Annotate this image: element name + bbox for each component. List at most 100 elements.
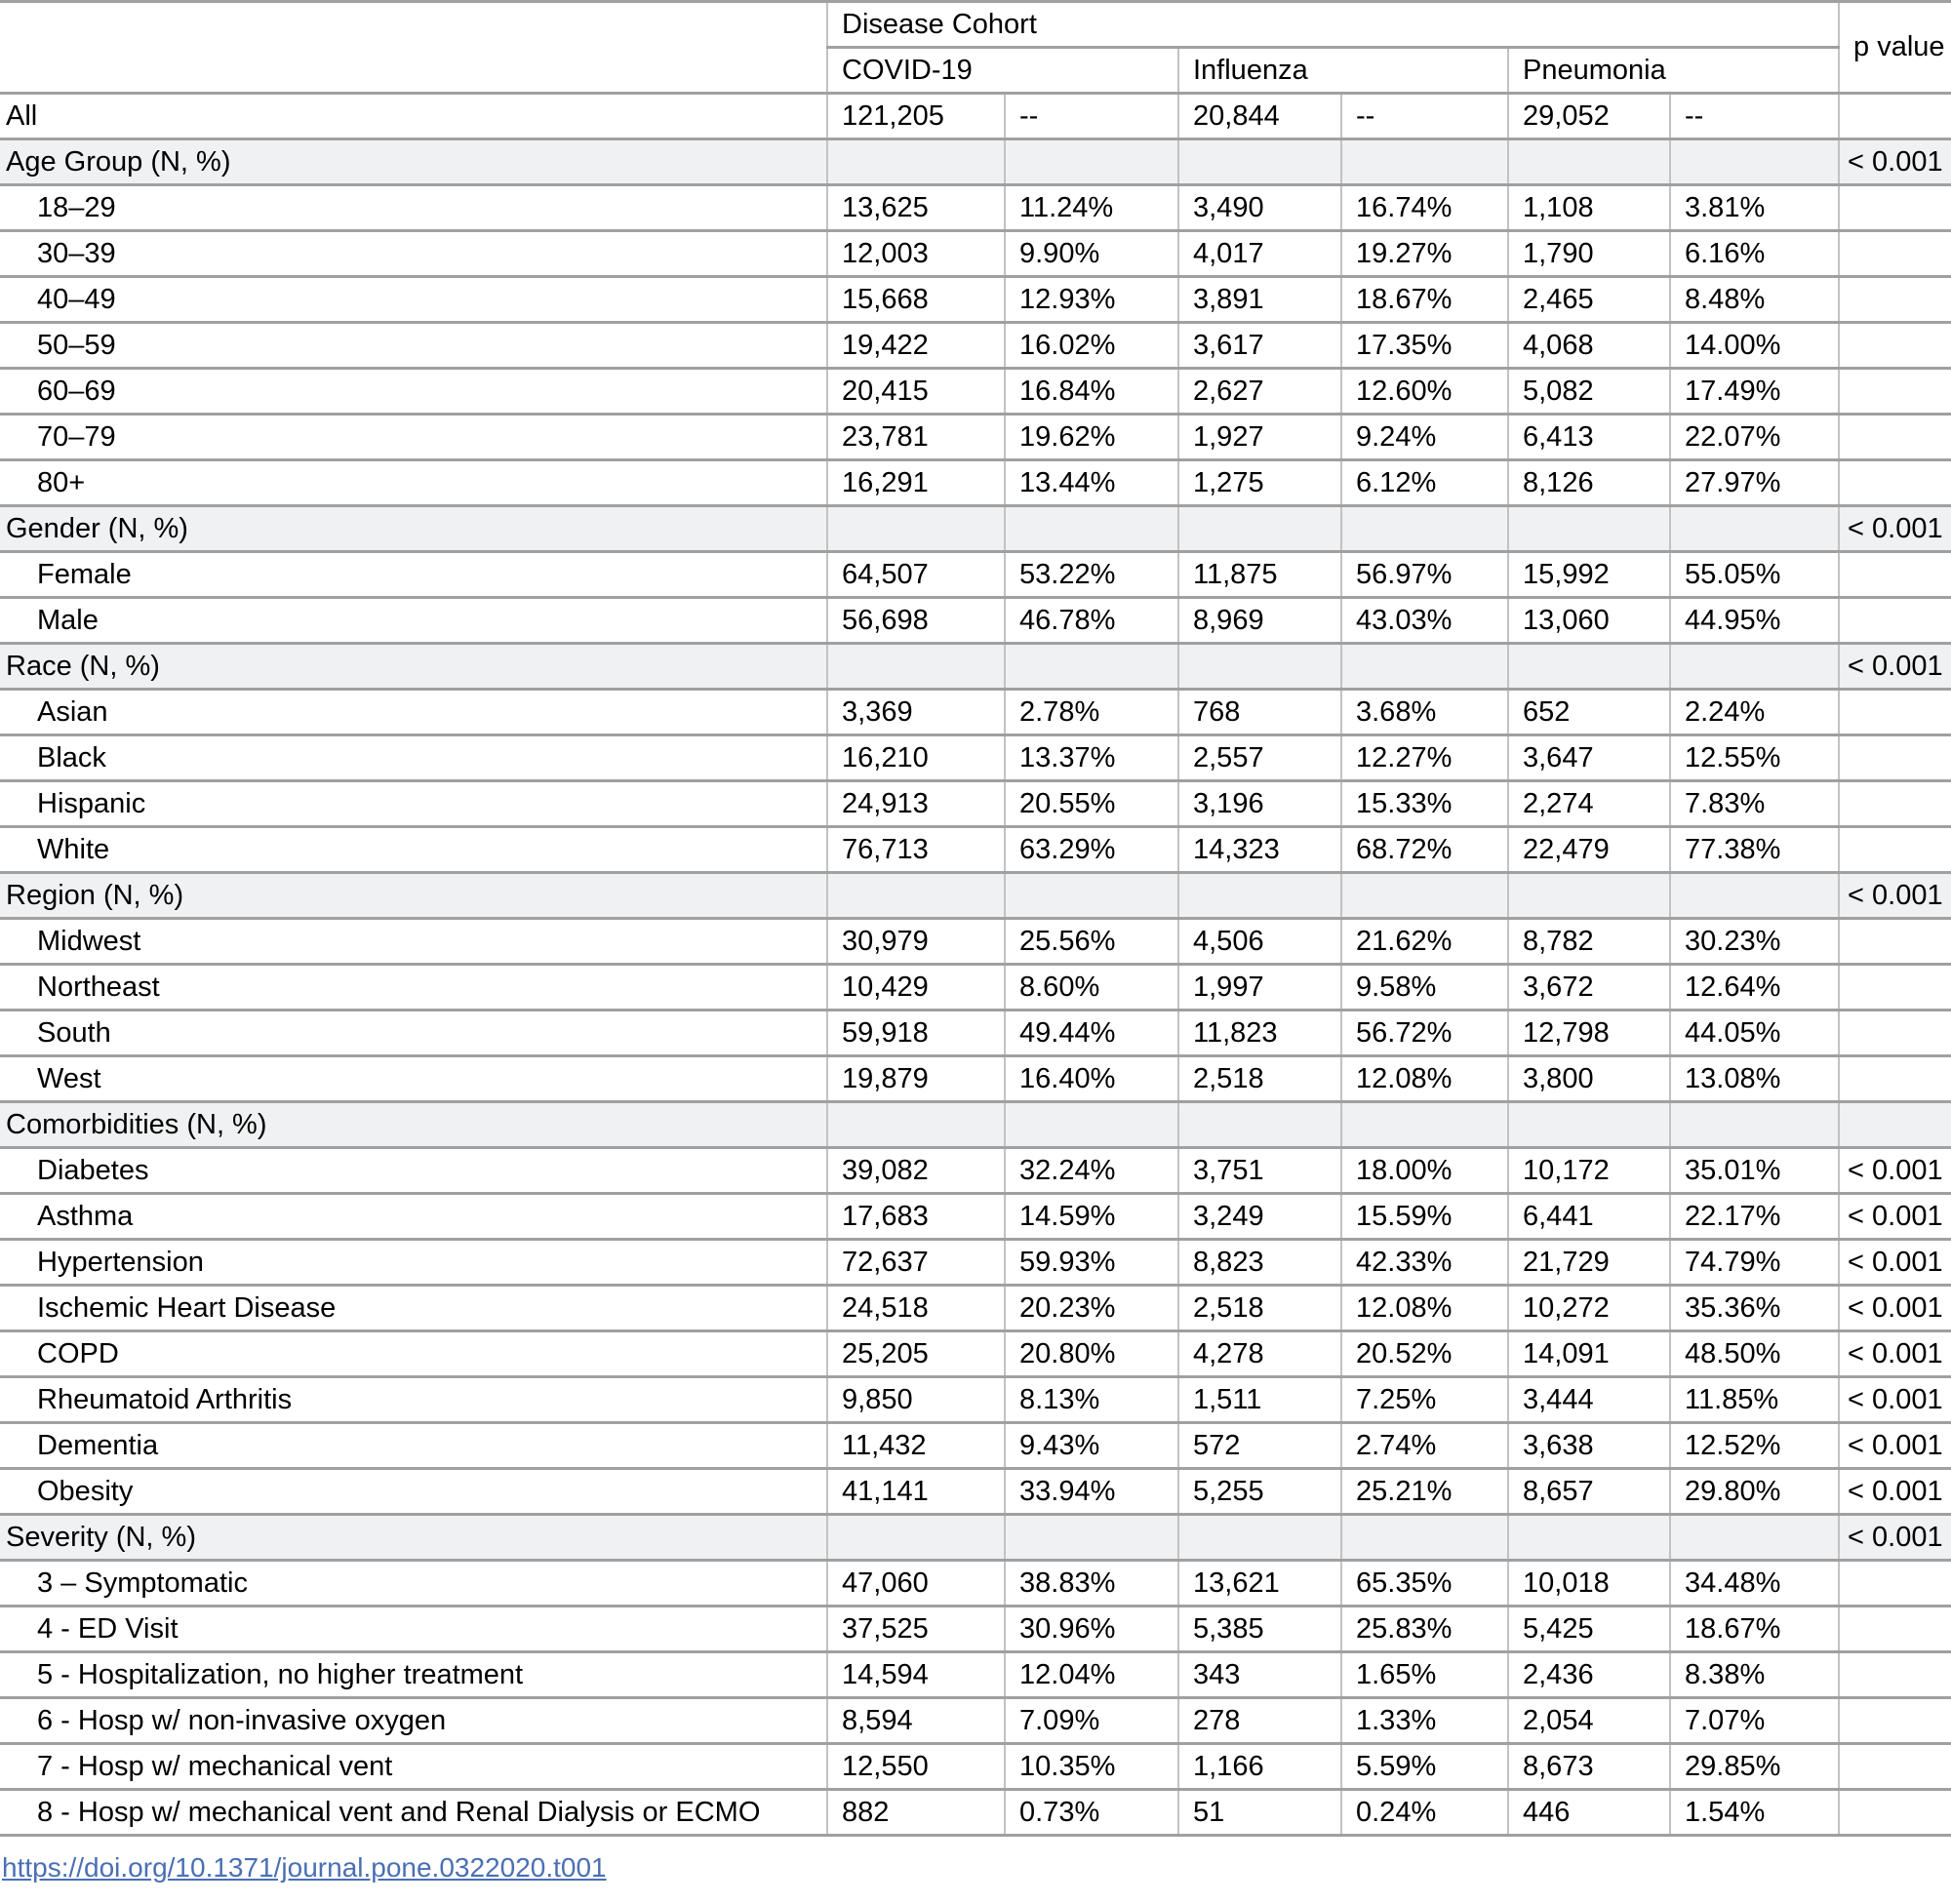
pneumonia-n-cell xyxy=(1507,138,1670,185)
covid19-n-cell: 24,913 xyxy=(826,779,1005,827)
covid19-pct-cell: 16.40% xyxy=(1004,1054,1178,1102)
row-label: COPD xyxy=(0,1329,827,1377)
row-label: 8 - Hosp w/ mechanical vent and Renal Di… xyxy=(0,1788,827,1837)
row-label: 3 – Symptomatic xyxy=(0,1559,827,1606)
p-value-cell xyxy=(1838,1009,1951,1056)
influenza-pct-cell: 6.12% xyxy=(1340,458,1508,506)
influenza-pct-cell: 20.52% xyxy=(1340,1329,1508,1377)
influenza-pct-cell: 9.58% xyxy=(1340,963,1508,1011)
pneumonia-pct-cell: 55.05% xyxy=(1668,550,1840,598)
influenza-pct-cell: 19.27% xyxy=(1340,229,1508,277)
pneumonia-n-cell: 12,798 xyxy=(1507,1009,1670,1056)
row-label: Severity (N, %) xyxy=(0,1513,827,1561)
covid19-n-cell: 11,432 xyxy=(826,1421,1005,1469)
pneumonia-n-cell: 6,413 xyxy=(1507,413,1670,460)
covid19-pct-cell: 38.83% xyxy=(1004,1559,1178,1606)
covid19-pct-cell: 33.94% xyxy=(1004,1467,1178,1515)
pneumonia-n-cell xyxy=(1507,871,1670,919)
row-label: Northeast xyxy=(0,963,827,1011)
row-label: Female xyxy=(0,550,827,598)
influenza-pct-cell xyxy=(1340,1100,1508,1148)
p-value-cell: < 0.001 xyxy=(1838,1192,1951,1240)
covid19-n-cell: 76,713 xyxy=(826,825,1005,873)
pneumonia-pct-cell: 30.23% xyxy=(1668,917,1840,965)
row-label: Male xyxy=(0,596,827,644)
influenza-pct-cell xyxy=(1340,504,1508,552)
influenza-n-cell: 1,166 xyxy=(1177,1742,1341,1790)
p-value-cell: < 0.001 xyxy=(1838,642,1951,690)
row-label: White xyxy=(0,825,827,873)
row-label: Hypertension xyxy=(0,1238,827,1286)
table-row: Obesity 41,141 33.94% 5,255 25.21% 8,657 29.80… xyxy=(0,1467,1951,1515)
p-value-cell xyxy=(1838,734,1951,781)
influenza-pct-cell: 2.74% xyxy=(1340,1421,1508,1469)
pneumonia-pct-cell: 7.07% xyxy=(1668,1696,1840,1744)
pneumonia-n-cell: 2,436 xyxy=(1507,1650,1670,1698)
pneumonia-pct-cell: 1.54% xyxy=(1668,1788,1840,1837)
influenza-n-cell: 8,823 xyxy=(1177,1238,1341,1286)
pneumonia-pct-cell: 6.16% xyxy=(1668,229,1840,277)
row-label: 70–79 xyxy=(0,413,827,460)
covid19-pct-cell: 20.80% xyxy=(1004,1329,1178,1377)
covid19-pct-cell: 49.44% xyxy=(1004,1009,1178,1056)
table-row: 8 - Hosp w/ mechanical vent and Renal Di… xyxy=(0,1788,1951,1837)
section-row: Age Group (N, %) < 0.001 xyxy=(0,138,1951,185)
influenza-pct-cell: 12.08% xyxy=(1340,1054,1508,1102)
influenza-pct-cell: 15.59% xyxy=(1340,1192,1508,1240)
pneumonia-pct-cell xyxy=(1668,138,1840,185)
covid19-pct-cell: 11.24% xyxy=(1004,183,1178,231)
table-row: 6 - Hosp w/ non-invasive oxygen 8,594 7.09… xyxy=(0,1696,1951,1744)
influenza-pct-cell: 9.24% xyxy=(1340,413,1508,460)
influenza-n-cell xyxy=(1177,1100,1341,1148)
covid19-n-cell: 14,594 xyxy=(826,1650,1005,1698)
covid19-pct-cell xyxy=(1004,138,1178,185)
covid19-pct-cell: 14.59% xyxy=(1004,1192,1178,1240)
covid19-pct-cell: 12.04% xyxy=(1004,1650,1178,1698)
row-label: 40–49 xyxy=(0,275,827,323)
pneumonia-n-cell: 10,272 xyxy=(1507,1284,1670,1331)
covid19-n-cell xyxy=(826,871,1005,919)
table-row: West 19,879 16.40% 2,518 12.08% 3,800 13.08% xyxy=(0,1054,1951,1102)
influenza-n-cell: 4,017 xyxy=(1177,229,1341,277)
influenza-n-cell: 2,627 xyxy=(1177,367,1341,415)
pneumonia-n-cell xyxy=(1507,1100,1670,1148)
influenza-n-cell: 2,518 xyxy=(1177,1284,1341,1331)
row-label: 7 - Hosp w/ mechanical vent xyxy=(0,1742,827,1790)
pneumonia-pct-cell: 35.01% xyxy=(1668,1146,1840,1194)
table-row: Asian 3,369 2.78% 768 3.68% 652 2.24% xyxy=(0,688,1951,735)
covid19-pct-cell: 46.78% xyxy=(1004,596,1178,644)
table-row: 50–59 19,422 16.02% 3,617 17.35% 4,068 14.00% xyxy=(0,321,1951,369)
influenza-pct-cell: 25.21% xyxy=(1340,1467,1508,1515)
covid19-n-cell: 16,291 xyxy=(826,458,1005,506)
pneumonia-n-cell xyxy=(1507,1513,1670,1561)
p-value-cell xyxy=(1838,1559,1951,1606)
influenza-n-cell: 278 xyxy=(1177,1696,1341,1744)
pneumonia-n-cell xyxy=(1507,642,1670,690)
table-row: Diabetes 39,082 32.24% 3,751 18.00% 10,172 35.… xyxy=(0,1146,1951,1194)
table-row: Midwest 30,979 25.56% 4,506 21.62% 8,782 30.23… xyxy=(0,917,1951,965)
pneumonia-n-cell: 22,479 xyxy=(1507,825,1670,873)
pneumonia-pct-cell: 35.36% xyxy=(1668,1284,1840,1331)
section-row: Gender (N, %) < 0.001 xyxy=(0,504,1951,552)
covid19-n-cell: 64,507 xyxy=(826,550,1005,598)
covid19-pct-cell: 20.23% xyxy=(1004,1284,1178,1331)
pneumonia-n-cell: 3,647 xyxy=(1507,734,1670,781)
doi-link[interactable]: https://doi.org/10.1371/journal.pone.032… xyxy=(2,1852,607,1883)
p-value-cell xyxy=(1838,550,1951,598)
pneumonia-pct-cell: 48.50% xyxy=(1668,1329,1840,1377)
pneumonia-n-cell: 3,444 xyxy=(1507,1375,1670,1423)
influenza-pct-cell: 56.97% xyxy=(1340,550,1508,598)
table-row: Northeast 10,429 8.60% 1,997 9.58% 3,672 12.64… xyxy=(0,963,1951,1011)
row-label: 30–39 xyxy=(0,229,827,277)
row-label: Asian xyxy=(0,688,827,735)
influenza-pct-cell: 18.00% xyxy=(1340,1146,1508,1194)
influenza-n-cell: 20,844 xyxy=(1177,92,1341,139)
pneumonia-pct-cell: 8.48% xyxy=(1668,275,1840,323)
covid19-n-cell: 41,141 xyxy=(826,1467,1005,1515)
stub-header-cell xyxy=(0,0,827,94)
influenza-n-cell xyxy=(1177,504,1341,552)
row-label: 4 - ED Visit xyxy=(0,1605,827,1652)
covid19-n-cell: 56,698 xyxy=(826,596,1005,644)
influenza-n-cell: 343 xyxy=(1177,1650,1341,1698)
row-label: Asthma xyxy=(0,1192,827,1240)
